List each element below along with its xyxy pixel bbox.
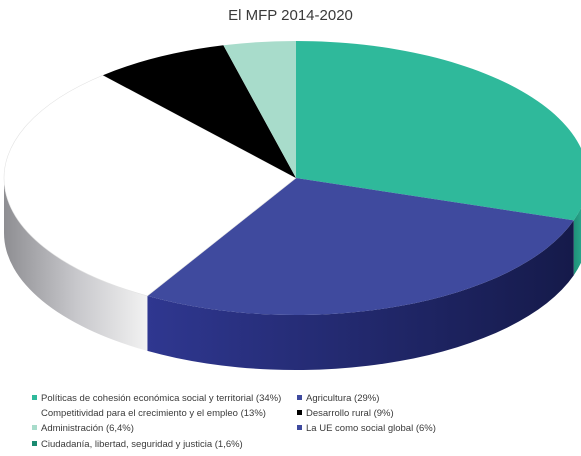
legend-label: Ciudadanía, libertad, seguridad y justic… — [41, 439, 243, 450]
slice-politicas-cohesion — [296, 41, 581, 221]
legend-item: Ciudadanía, libertad, seguridad y justic… — [32, 438, 243, 451]
legend-label: Desarrollo rural (9%) — [306, 408, 394, 419]
legend-item: La UE como social global (6%) — [297, 422, 436, 435]
slice-administracion — [223, 41, 296, 178]
legend-swatch — [32, 424, 37, 430]
slice-agricultura — [147, 178, 574, 315]
slice-competitividad-side — [4, 178, 148, 351]
legend-swatch — [32, 440, 37, 446]
legend-swatch — [297, 394, 302, 400]
legend-label: Competitividad para el crecimiento y el … — [41, 408, 266, 419]
legend-swatch — [297, 409, 302, 415]
legend-swatch — [32, 394, 37, 400]
legend-item: Políticas de cohesión económica social y… — [32, 392, 281, 405]
legend-item: Desarrollo rural (9%) — [297, 407, 394, 420]
slice-desarrollo-rural — [102, 45, 296, 178]
legend-swatch — [297, 424, 302, 430]
legend-label: Políticas de cohesión económica social y… — [41, 393, 282, 404]
legend-item: Administración (6,4%) — [32, 422, 134, 435]
legend-label: La UE como social global (6%) — [306, 423, 436, 434]
legend-label: Agricultura (29%) — [306, 393, 380, 404]
pie-chart — [3, 41, 581, 370]
slice-competitividad — [3, 74, 297, 297]
legend-swatch — [32, 410, 37, 415]
legend-label: Administración (6,4%) — [41, 423, 134, 434]
legend-item: Competitividad para el crecimiento y el … — [32, 407, 266, 420]
slice-politicas-cohesion-side — [573, 207, 581, 276]
pie-slices — [3, 41, 581, 315]
slice-agricultura-side — [147, 220, 574, 370]
pie-side-walls — [4, 178, 581, 370]
chart-title: El MFP 2014-2020 — [228, 7, 353, 24]
legend-item: Agricultura (29%) — [297, 392, 379, 405]
